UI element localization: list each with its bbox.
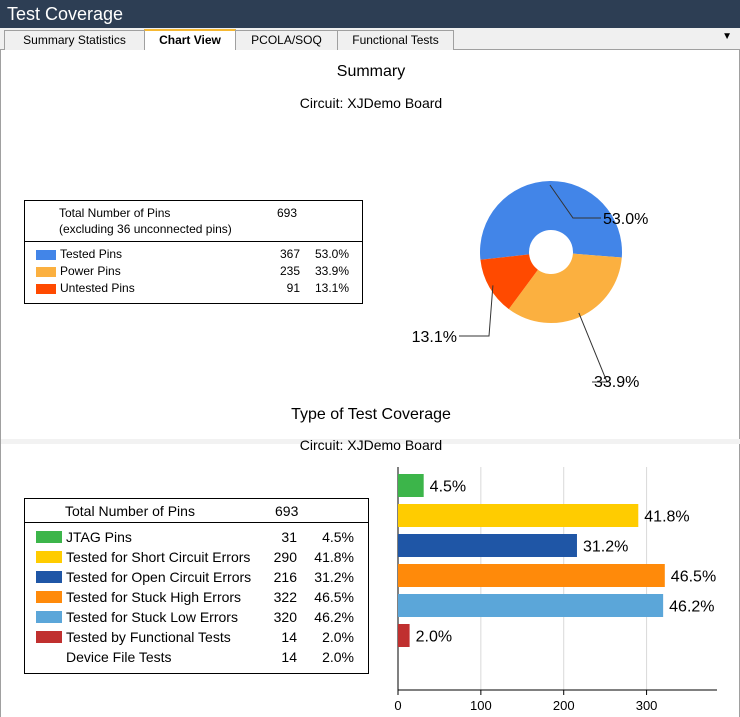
summary-item-label: Power Pins <box>60 264 121 278</box>
coverage-item-count: 31 <box>281 529 297 545</box>
coverage-item-percent: 46.5% <box>314 589 354 605</box>
coverage-item-label: Tested for Stuck High Errors <box>66 589 242 605</box>
summary-pie-chart: 53.0% 33.9% 13.1% <box>412 180 648 391</box>
bar <box>398 624 410 647</box>
coverage-divider <box>25 522 368 523</box>
coverage-item-count: 322 <box>273 589 297 605</box>
pie-leader-line <box>459 285 494 337</box>
summary-item-count: 235 <box>279 264 300 278</box>
bar <box>398 504 639 527</box>
coverage-legend-table: Total Number of Pins 693 JTAG Pins 31 4.… <box>24 498 369 674</box>
window-title: Test Coverage <box>0 0 740 28</box>
summary-item-percent: 13.1% <box>314 281 349 295</box>
legend-swatch <box>36 551 62 563</box>
tab-pcola-soq[interactable]: PCOLA/SOQ <box>235 30 338 50</box>
coverage-legend-row: Tested by Functional Tests 14 2.0% <box>25 627 368 647</box>
pie-slice <box>480 254 538 310</box>
coverage-title: Type of Test Coverage <box>291 406 451 423</box>
summary-legend-table: Total Number of Pins (excluding 36 uncon… <box>24 200 363 304</box>
bar-value-label: 46.2% <box>669 599 714 616</box>
x-tick-label: 300 <box>636 698 658 713</box>
legend-swatch <box>36 531 62 543</box>
pie-leader-line <box>549 184 601 219</box>
chart-view-panel: Summary Circuit: XJDemo Board Total Numb… <box>0 50 740 717</box>
x-tick-label: 200 <box>553 698 575 713</box>
summary-title: Summary <box>336 63 406 80</box>
coverage-legend-row: Tested for Open Circuit Errors 216 31.2% <box>25 567 368 587</box>
coverage-bar-chart: 0 100 200 300 4.5% 41.8% 31.2% 46.5% 46.2% 2.0% <box>394 467 717 713</box>
legend-swatch <box>36 284 56 294</box>
tab-functional-tests[interactable]: Functional Tests <box>337 30 454 50</box>
coverage-legend-row: JTAG Pins 31 4.5% <box>25 527 368 547</box>
summary-legend-row: Untested Pins 91 13.1% <box>25 280 362 297</box>
summary-item-label: Untested Pins <box>60 281 135 295</box>
coverage-item-percent: 41.8% <box>314 549 354 565</box>
tab-dropdown-icon[interactable]: ▼ <box>722 31 732 42</box>
coverage-item-percent: 31.2% <box>314 569 354 585</box>
pie-leader-line <box>578 312 608 383</box>
summary-legend-row: Tested Pins 367 53.0% <box>25 246 362 263</box>
bar-value-label: 46.5% <box>671 569 716 586</box>
coverage-legend-row: Tested for Stuck High Errors 322 46.5% <box>25 587 368 607</box>
coverage-item-count: 14 <box>281 649 297 665</box>
pie-slice <box>480 180 622 260</box>
summary-item-percent: 33.9% <box>314 264 349 278</box>
coverage-item-percent: 2.0% <box>322 629 354 645</box>
coverage-legend-row: Tested for Stuck Low Errors 320 46.2% <box>25 607 368 627</box>
pie-slice-label: 53.0% <box>603 211 648 228</box>
summary-item-count: 367 <box>279 247 300 261</box>
summary-item-percent: 53.0% <box>314 247 349 261</box>
summary-total-value: 693 <box>277 206 298 220</box>
coverage-item-label: Tested by Functional Tests <box>66 629 231 645</box>
summary-circuit: Circuit: XJDemo Board <box>299 95 443 111</box>
bar-value-label: 2.0% <box>416 629 452 646</box>
coverage-item-label: JTAG Pins <box>66 529 132 545</box>
coverage-total-value: 693 <box>275 503 299 519</box>
coverage-item-count: 320 <box>273 609 297 625</box>
coverage-item-label: Device File Tests <box>66 649 172 665</box>
coverage-item-count: 216 <box>273 569 297 585</box>
bar <box>398 534 577 557</box>
legend-swatch <box>36 250 56 260</box>
tab-strip: Summary Statistics Chart View PCOLA/SOQ … <box>0 28 740 50</box>
x-tick-label: 100 <box>470 698 492 713</box>
pie-slice <box>508 253 622 323</box>
coverage-item-count: 290 <box>273 549 297 565</box>
summary-total-sub: (excluding 36 unconnected pins) <box>59 222 232 236</box>
coverage-circuit: Circuit: XJDemo Board <box>299 437 443 453</box>
tab-chart-view[interactable]: Chart View <box>144 29 236 50</box>
coverage-legend-row: Device File Tests 14 2.0% <box>25 647 368 667</box>
summary-total-label: Total Number of Pins <box>59 206 171 220</box>
summary-legend-row: Power Pins 235 33.9% <box>25 263 362 280</box>
bar-value-label: 41.8% <box>644 509 689 526</box>
bar-value-label: 31.2% <box>583 539 628 556</box>
legend-swatch <box>36 591 62 603</box>
coverage-item-label: Tested for Open Circuit Errors <box>66 569 252 585</box>
legend-swatch <box>36 631 62 643</box>
coverage-item-percent: 46.2% <box>314 609 354 625</box>
legend-swatch <box>36 267 56 277</box>
coverage-legend-row: Tested for Short Circuit Errors 290 41.8… <box>25 547 368 567</box>
section-separator <box>1 439 740 444</box>
bar <box>398 564 665 587</box>
coverage-item-label: Tested for Short Circuit Errors <box>66 549 251 565</box>
legend-swatch <box>36 611 62 623</box>
coverage-item-percent: 4.5% <box>322 529 354 545</box>
pie-slice-label: 13.1% <box>412 329 457 346</box>
coverage-item-label: Tested for Stuck Low Errors <box>66 609 238 625</box>
coverage-item-percent: 2.0% <box>322 649 354 665</box>
coverage-item-count: 14 <box>281 629 297 645</box>
coverage-total-label: Total Number of Pins <box>65 503 195 519</box>
summary-item-label: Tested Pins <box>60 247 123 261</box>
legend-swatch <box>36 571 62 583</box>
tab-summary-statistics[interactable]: Summary Statistics <box>4 30 145 50</box>
summary-item-count: 91 <box>286 281 300 295</box>
pie-slice-label: 33.9% <box>594 374 639 391</box>
x-tick-label: 0 <box>394 698 401 713</box>
bar-value-label: 4.5% <box>430 479 466 496</box>
bar <box>398 594 664 617</box>
summary-divider <box>25 241 362 242</box>
bar <box>398 474 424 497</box>
